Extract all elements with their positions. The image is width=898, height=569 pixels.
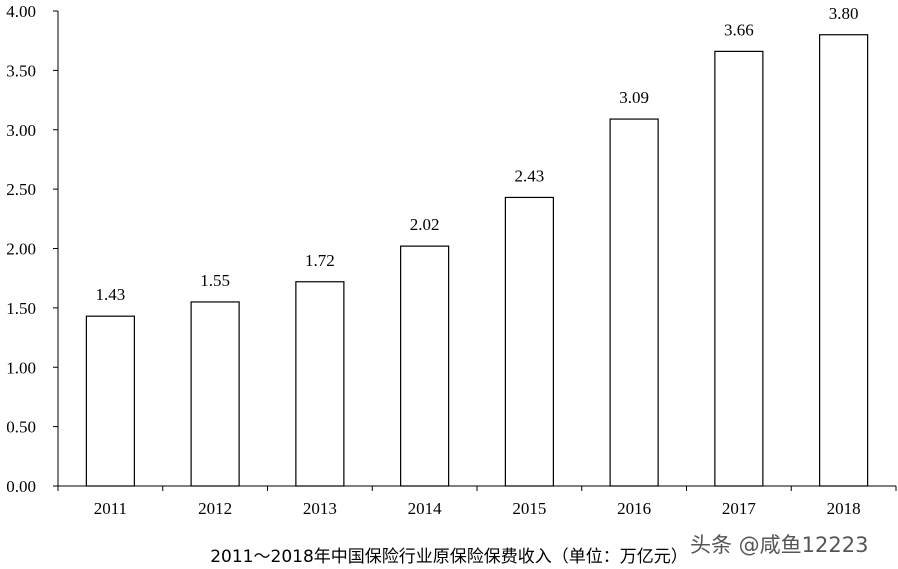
bar <box>714 50 764 487</box>
x-tick-label: 2012 <box>198 499 232 518</box>
y-tick-label: 3.00 <box>6 121 36 140</box>
bars <box>85 34 869 487</box>
y-tick-label: 2.50 <box>6 180 36 199</box>
y-tick-label: 3.50 <box>6 61 36 80</box>
chart-caption: 2011～2018年中国保险行业原保险保费收入（单位：万亿元） <box>210 547 688 567</box>
y-tick-label: 4.00 <box>6 2 36 21</box>
watermark-text: 头条 @咸鱼12223 <box>690 533 869 557</box>
bar-chart: 0.00 0.50 1.00 1.50 2.00 2.50 3.00 3.50 4.00 201… <box>6 2 897 518</box>
bar <box>295 281 345 487</box>
data-label: 1.43 <box>96 285 126 304</box>
bar <box>609 118 659 487</box>
bar <box>504 196 554 487</box>
data-label: 3.09 <box>619 88 649 107</box>
y-tick-label: 0.00 <box>6 477 36 496</box>
x-tick-label: 2011 <box>94 499 127 518</box>
x-tick-label: 2017 <box>722 499 757 518</box>
y-tick-label: 1.50 <box>6 299 36 318</box>
x-axis: 2011 2012 2013 2014 2015 2016 2017 2018 <box>57 485 897 518</box>
y-axis: 0.00 0.50 1.00 1.50 2.00 2.50 3.00 3.50 4.00 <box>6 2 59 496</box>
data-label: 1.55 <box>200 271 230 290</box>
x-tick-label: 2018 <box>827 499 861 518</box>
bar <box>190 301 240 487</box>
y-tick-label: 2.00 <box>6 240 36 259</box>
data-labels: 1.43 1.55 1.72 2.02 2.43 3.09 3.66 3.80 <box>96 4 859 304</box>
bar <box>819 34 869 487</box>
data-label: 1.72 <box>305 251 335 270</box>
data-label: 3.80 <box>829 4 859 23</box>
x-tick-label: 2016 <box>617 499 651 518</box>
x-tick-label: 2013 <box>303 499 337 518</box>
y-tick-label: 1.00 <box>6 358 36 377</box>
bar <box>85 315 135 487</box>
x-tick-label: 2015 <box>512 499 546 518</box>
bar <box>400 245 450 487</box>
data-label: 3.66 <box>724 20 754 39</box>
data-label: 2.43 <box>515 166 545 185</box>
y-tick-label: 0.50 <box>6 418 36 437</box>
data-label: 2.02 <box>410 215 440 234</box>
x-tick-label: 2014 <box>408 499 443 518</box>
